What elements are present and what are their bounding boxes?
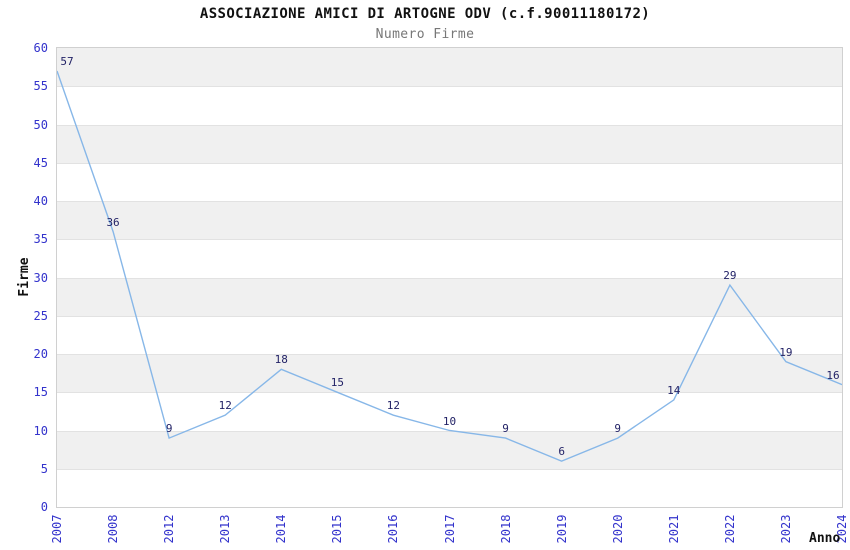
x-tick-label: 2008 [106,514,121,544]
data-label: 57 [60,54,74,68]
data-label: 6 [558,445,565,459]
grid-band [57,277,842,316]
y-tick-label: 45 [33,155,48,170]
x-tick-label: 2014 [274,514,289,544]
grid-band [57,48,842,87]
y-tick-label: 35 [33,232,48,247]
grid-band [57,392,842,431]
data-label: 12 [386,399,401,413]
y-tick-label: 50 [33,117,48,132]
x-tick-label: 2023 [778,514,793,544]
chart-subtitle: Numero Firme [375,27,475,42]
grid-band [57,162,842,201]
y-tick-label: 55 [33,79,48,94]
y-tick-label: 0 [40,500,48,514]
data-label: 36 [106,215,120,229]
data-label: 18 [274,353,288,367]
data-label: 9 [165,422,173,436]
y-tick-label: 40 [33,194,48,208]
x-tick-label: 2018 [498,514,513,544]
x-tick-label: 2020 [610,514,625,544]
x-tick-label: 2017 [442,514,457,544]
grid-band [57,124,842,163]
plot-area: 57 36 9 12 18 15 12 10 9 6 9 14 29 19 16 [56,47,843,508]
data-label: 12 [218,399,232,413]
y-tick-label: 10 [33,423,48,438]
series-line-svg [57,70,842,462]
y-tick-label: 20 [33,347,48,361]
data-label: 9 [614,422,622,436]
data-label: 19 [779,345,793,359]
series-line [57,70,842,462]
y-tick-label: 60 [33,41,48,55]
y-axis-ticks: 0 5 10 15 20 25 30 35 40 45 50 55 60 [0,41,48,514]
x-tick-label: 2007 [50,514,64,544]
x-tick-label: 2015 [330,514,345,544]
data-label: 9 [502,422,509,436]
grid-band [57,468,842,507]
y-tick-label: 5 [40,461,48,476]
x-tick-label: 2019 [554,514,569,544]
data-label: 16 [826,368,840,382]
y-tick-label: 15 [33,385,48,400]
x-tick-label: 2022 [722,514,737,544]
x-tick-label: 2012 [162,514,177,544]
x-tick-label: 2016 [386,514,401,544]
grid-band [57,201,842,240]
data-label: 14 [667,383,681,397]
chart-title: ASSOCIAZIONE AMICI DI ARTOGNE ODV (c.f.9… [199,6,651,22]
x-axis-title: Anno [809,531,841,546]
y-tick-label: 30 [33,270,48,285]
grid-band [57,86,842,125]
grid-band [57,239,842,278]
x-tick-label: 2013 [218,514,233,544]
data-label: 10 [442,414,457,428]
x-axis-ticks: 2007 2008 2012 2013 2014 2015 2016 2017 2018 2019… [50,508,849,550]
data-label: 15 [330,376,344,390]
y-tick-label: 25 [33,308,48,323]
x-tick-label: 2021 [666,514,681,544]
data-label: 29 [723,269,737,283]
grid-band [57,354,842,393]
